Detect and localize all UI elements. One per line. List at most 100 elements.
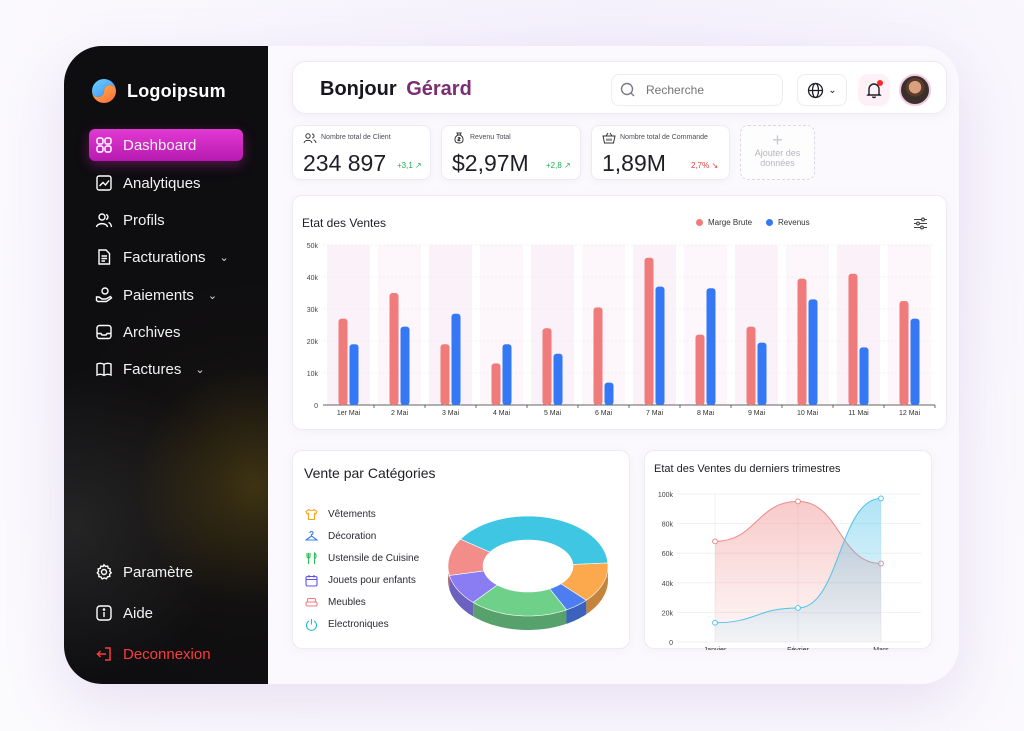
x-tick-label: Mars: [873, 647, 889, 650]
column-band: [888, 245, 931, 405]
column-band: [327, 245, 370, 405]
stat-label: Nombre total de Client: [321, 134, 391, 141]
column-band: [582, 245, 625, 405]
column-band: [786, 245, 829, 405]
panel-title: Etat des Ventes du derniers trimestres: [654, 463, 841, 475]
utensils-icon: [306, 552, 317, 564]
bar: [593, 307, 603, 405]
filter-settings-icon[interactable]: [913, 216, 928, 231]
sidebar-item-dashboard[interactable]: Dashboard: [89, 129, 243, 161]
users-icon: [95, 213, 113, 228]
gear-icon: [96, 563, 113, 580]
chart-legend: Marge Brute Revenus: [696, 218, 810, 227]
logout-button[interactable]: Deconnexion: [89, 638, 243, 670]
legend-item: Revenus: [766, 218, 810, 227]
brand-name: Logoipsum: [127, 80, 226, 101]
x-tick-label: 7 Mai: [646, 410, 664, 417]
x-tick-label: 5 Mai: [544, 410, 562, 417]
avatar[interactable]: [899, 74, 931, 106]
column-band: [735, 245, 778, 405]
y-tick-label: 80k: [662, 522, 674, 529]
x-tick-label: 12 Mai: [899, 410, 920, 417]
bar: [899, 301, 909, 405]
bar: [440, 344, 450, 405]
sidebar-item-analytiques[interactable]: Analytiques: [89, 167, 243, 199]
x-tick-label: 4 Mai: [493, 410, 511, 417]
legend-item: Marge Brute: [696, 218, 752, 227]
category-item: Ustensile de Cuisine: [305, 552, 419, 565]
donut-slice-side: [449, 575, 474, 617]
sidebar-item-archives[interactable]: Archives: [89, 316, 243, 348]
stat-delta: +3,1 ↗: [397, 161, 422, 170]
sidebar-item-paiements[interactable]: Paiements ⌄: [89, 279, 243, 311]
chevron-down-icon[interactable]: ⌄: [219, 251, 229, 264]
chevron-down-icon[interactable]: ⌄: [207, 289, 218, 302]
sidebar: Logoipsum Dashboard Analytiques Profils …: [64, 46, 268, 684]
bar: [389, 293, 399, 405]
bar: [910, 318, 920, 405]
bar: [400, 326, 410, 405]
y-tick-label: 60k: [662, 551, 674, 558]
shirt-icon: [305, 508, 318, 521]
info-icon: [96, 605, 112, 621]
notifications-button[interactable]: [858, 74, 890, 106]
hanger-icon: [305, 530, 318, 541]
language-selector[interactable]: ⌄: [797, 74, 847, 106]
stat-value: 234 897: [303, 150, 387, 176]
category-item: Electroniques: [305, 618, 389, 631]
bar: [746, 326, 756, 405]
brand[interactable]: Logoipsum: [89, 76, 226, 106]
sidebar-item-label: Facturations: [123, 248, 206, 266]
x-tick-label: 2 Mai: [391, 410, 409, 417]
add-data-button[interactable]: + Ajouter des données: [740, 125, 815, 180]
data-point: [878, 495, 884, 502]
donut-slice-side: [566, 600, 587, 624]
y-tick-label: 40k: [307, 275, 319, 282]
bell-icon: [866, 83, 882, 99]
sidebar-item-facturations[interactable]: Facturations ⌄: [89, 241, 243, 273]
bar-chart: 0 10k 20k 30k 40k 50k 1er Mai 2 Mai 3 Mai 4 Mai 5 …: [307, 243, 936, 417]
donut-hole: [483, 540, 573, 592]
series-line: [714, 497, 882, 624]
data-point: [795, 605, 801, 611]
archive-icon: [96, 324, 112, 340]
app-frame: Logoipsum Dashboard Analytiques Profils …: [64, 46, 959, 684]
sidebar-item-profils[interactable]: Profils: [89, 204, 243, 236]
chevron-down-icon[interactable]: ⌄: [195, 363, 205, 376]
bar: [706, 288, 716, 405]
greeting: Bonjour Gérard: [320, 78, 472, 101]
column-band: [378, 245, 421, 405]
users-icon: [303, 133, 317, 144]
sidebar-item-label: Factures: [123, 360, 182, 378]
y-tick-label: 30k: [307, 307, 319, 314]
data-point: [712, 619, 718, 626]
x-tick-label: 11 Mai: [848, 410, 869, 417]
sidebar-item-parametre[interactable]: Paramètre: [89, 556, 243, 588]
search-box[interactable]: [611, 74, 783, 106]
panel-title: Etat des Ventes: [302, 216, 387, 230]
bar: [349, 344, 359, 405]
logo-icon: [89, 76, 119, 106]
grid-icon: [96, 137, 112, 153]
sidebar-item-label: Aide: [123, 604, 154, 622]
donut-slice-side: [473, 602, 567, 630]
topbar: Bonjour Gérard ⌄: [292, 61, 947, 114]
bar: [553, 353, 563, 405]
sidebar-item-factures[interactable]: Factures ⌄: [89, 353, 243, 385]
greeting-text: Bonjour: [320, 78, 397, 100]
quarter-chart-panel: Etat des Ventes du derniers trimestres 0…: [644, 450, 932, 650]
basket-icon: [602, 132, 616, 144]
user-name: Gérard: [406, 78, 472, 100]
stat-delta: 2,7% ↘: [691, 161, 719, 170]
bar: [848, 273, 858, 405]
search-input[interactable]: [646, 83, 766, 97]
y-tick-label: 0: [669, 640, 673, 647]
sidebar-item-aide[interactable]: Aide: [89, 597, 243, 629]
column-band: [429, 245, 472, 405]
add-data-label: Ajouter des données: [754, 148, 801, 168]
search-icon: [620, 82, 635, 97]
donut-chart: [447, 515, 609, 630]
column-band: [684, 245, 727, 405]
y-tick-label: 10k: [307, 371, 319, 378]
column-band: [531, 245, 574, 405]
